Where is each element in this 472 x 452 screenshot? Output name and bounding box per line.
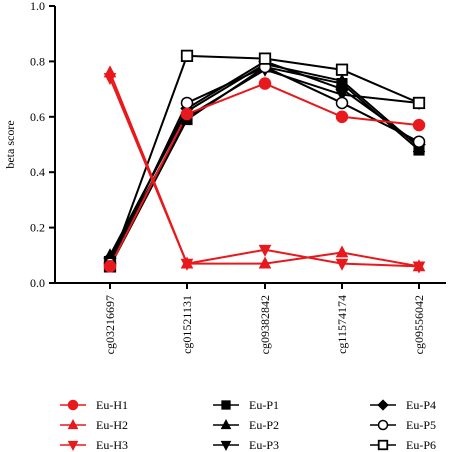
legend-item-eu-p3: Eu-P3 bbox=[213, 438, 279, 452]
data-point-eu-h2 bbox=[335, 245, 349, 258]
legend-marker-eu-h1 bbox=[67, 399, 79, 411]
y-tick-label: 1.0 bbox=[30, 0, 45, 13]
series-line-eu-p2 bbox=[109, 63, 420, 256]
legend-label: Eu-P4 bbox=[406, 398, 436, 412]
data-point-eu-p5 bbox=[335, 96, 349, 110]
data-point-eu-p5 bbox=[180, 96, 194, 110]
legend-marker-eu-p2 bbox=[220, 418, 232, 430]
y-tick-label: 0.4 bbox=[30, 165, 45, 179]
legend-marker-eu-p3 bbox=[220, 440, 232, 452]
data-point-eu-p4 bbox=[335, 82, 349, 96]
y-tick-label: 0.2 bbox=[30, 221, 45, 235]
series-markers bbox=[103, 49, 426, 274]
data-point-eu-h1 bbox=[335, 110, 349, 124]
data-point-eu-p6 bbox=[412, 96, 426, 110]
legend-label: Eu-H1 bbox=[96, 398, 128, 412]
legend-item-eu-p1: Eu-P1 bbox=[213, 398, 279, 412]
legend-label: Eu-P3 bbox=[249, 438, 279, 452]
legend-label: Eu-H2 bbox=[96, 418, 128, 432]
y-axis-title: beta score bbox=[3, 120, 17, 168]
legend-label: Eu-P6 bbox=[406, 438, 436, 452]
data-point-eu-h1 bbox=[412, 118, 426, 132]
legend-marker-eu-p1 bbox=[221, 400, 231, 410]
legend-marker-eu-h3 bbox=[67, 440, 79, 452]
legend-marker-eu-h2 bbox=[67, 418, 79, 430]
data-point-eu-p6 bbox=[258, 52, 272, 65]
legend-label: Eu-H3 bbox=[96, 438, 128, 452]
data-point-eu-h1 bbox=[103, 260, 117, 273]
legend-marker-eu-p5 bbox=[377, 419, 389, 431]
x-category-label: cg09382842 bbox=[258, 295, 272, 354]
data-point-eu-p6 bbox=[180, 49, 194, 62]
x-category-label: cg01521131 bbox=[180, 295, 194, 354]
data-point-eu-p5 bbox=[412, 135, 426, 148]
legend-label: Eu-P1 bbox=[249, 398, 279, 412]
data-point-eu-h1 bbox=[180, 107, 194, 121]
y-tick-label: 0.0 bbox=[30, 276, 45, 290]
legend-label: Eu-P2 bbox=[249, 418, 279, 432]
legend-item-eu-p2: Eu-P2 bbox=[213, 418, 279, 432]
data-point-eu-p6 bbox=[335, 63, 349, 76]
legend-item-eu-p5: Eu-P5 bbox=[370, 418, 436, 432]
x-category-label: cg11574174 bbox=[335, 295, 349, 354]
legend-marker-eu-p6 bbox=[377, 439, 389, 451]
x-category-label: cg03216697 bbox=[103, 295, 117, 354]
data-point-eu-h1 bbox=[258, 77, 272, 90]
legend-item-eu-p4: Eu-P4 bbox=[370, 398, 436, 412]
legend-item-eu-h1: Eu-H1 bbox=[60, 398, 128, 412]
data-point-eu-h3 bbox=[412, 261, 426, 274]
legend-label: Eu-P5 bbox=[406, 418, 436, 432]
legend-item-eu-h2: Eu-H2 bbox=[60, 418, 128, 432]
y-tick-label: 0.6 bbox=[30, 110, 45, 124]
chart-axes: 0.0 0.2 0.4 0.6 0.8 1.0 beta score cg03216697 cg… bbox=[3, 0, 446, 354]
legend-item-eu-p6: Eu-P6 bbox=[370, 438, 436, 452]
series-line-eu-p4 bbox=[109, 60, 420, 259]
data-point-eu-h3 bbox=[258, 244, 272, 257]
series-line-eu-p5 bbox=[109, 65, 420, 265]
legend-marker-eu-p4 bbox=[377, 399, 389, 411]
chart-legend: Eu-H1 Eu-H2 Eu-H3 Eu-P1 Eu-P2 Eu-P3 Eu-P4 Eu-P5… bbox=[60, 398, 436, 452]
data-point-eu-h3 bbox=[335, 258, 349, 271]
legend-item-eu-h3: Eu-H3 bbox=[60, 438, 128, 452]
data-point-eu-h3 bbox=[180, 258, 194, 271]
x-category-label: cg09556042 bbox=[412, 295, 426, 354]
y-tick-label: 0.8 bbox=[30, 54, 45, 68]
data-point-eu-h3 bbox=[103, 73, 117, 86]
data-point-eu-h2 bbox=[258, 256, 272, 269]
